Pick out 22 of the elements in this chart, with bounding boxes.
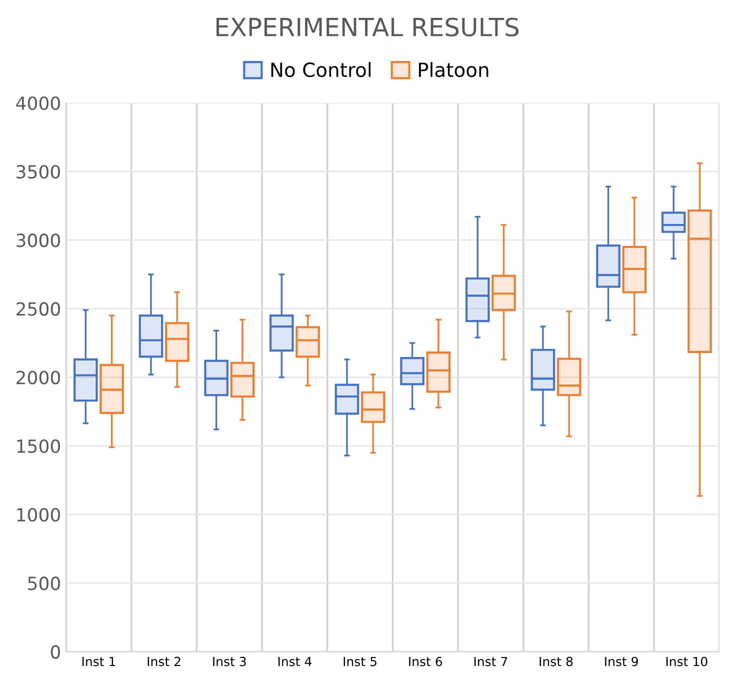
x-tick-label: Inst 3	[213, 656, 246, 666]
x-tick-label: Inst 5	[344, 656, 376, 666]
legend-label: No Control	[271, 62, 371, 78]
y-tick-label: 4000	[16, 96, 60, 110]
y-tick-label: 0	[50, 645, 60, 659]
x-tick-label: Inst 10	[666, 656, 708, 666]
x-tick-label: Inst 2	[148, 656, 180, 666]
x-tick-label: Inst 8	[540, 656, 573, 666]
y-tick-label: 1000	[17, 508, 60, 522]
x-tick-label: Inst 6	[409, 656, 442, 666]
chart-title: EXPERIMENTAL RESULTS	[216, 18, 519, 36]
y-tick-label: 2500	[16, 302, 60, 316]
y-tick-label: 3000	[16, 234, 60, 248]
x-tick-label: Inst 1	[82, 656, 116, 666]
y-tick-label: 3500	[16, 164, 60, 179]
x-tick-label: Inst 7	[474, 656, 508, 666]
x-tick-label: Inst 4	[278, 656, 312, 666]
x-tick-label: Inst 9	[605, 656, 638, 666]
legend-label: Platoon	[418, 62, 488, 78]
y-tick-label: 1500	[17, 439, 60, 454]
y-tick-label: 2000	[16, 370, 60, 384]
y-tick-label: 500	[28, 576, 60, 590]
